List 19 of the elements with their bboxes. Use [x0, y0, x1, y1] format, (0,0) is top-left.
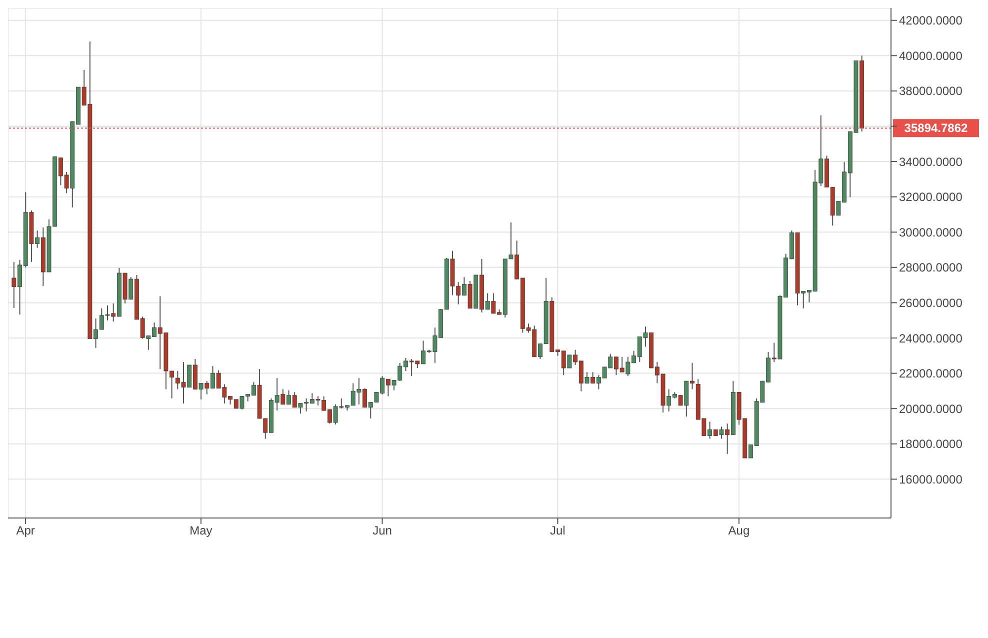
- y-tick-label: 30000.0000: [899, 225, 963, 240]
- y-tick-label: 42000.0000: [899, 14, 963, 28]
- y-tick-label: 40000.0000: [899, 48, 963, 63]
- ref-line-label: 35894.7862: [904, 121, 968, 136]
- x-tick-label: Apr: [16, 524, 35, 538]
- y-tick-label: 26000.0000: [899, 296, 963, 310]
- y-tick-label: 18000.0000: [899, 437, 963, 452]
- y-tick-label: 24000.0000: [899, 331, 963, 346]
- y-tick-label: 22000.0000: [899, 366, 963, 381]
- x-tick-label: Aug: [728, 524, 750, 538]
- x-tick-label: Jun: [372, 524, 392, 538]
- y-tick-label: 28000.0000: [899, 260, 963, 275]
- y-tick-label: 16000.0000: [899, 472, 963, 486]
- y-tick-label: 34000.0000: [899, 154, 963, 169]
- y-tick-label: 20000.0000: [899, 402, 963, 416]
- x-tick-label: May: [190, 524, 212, 538]
- x-tick-label: Jul: [550, 524, 566, 538]
- y-tick-label: 32000.0000: [899, 190, 963, 204]
- y-tick-label: 38000.0000: [899, 84, 963, 98]
